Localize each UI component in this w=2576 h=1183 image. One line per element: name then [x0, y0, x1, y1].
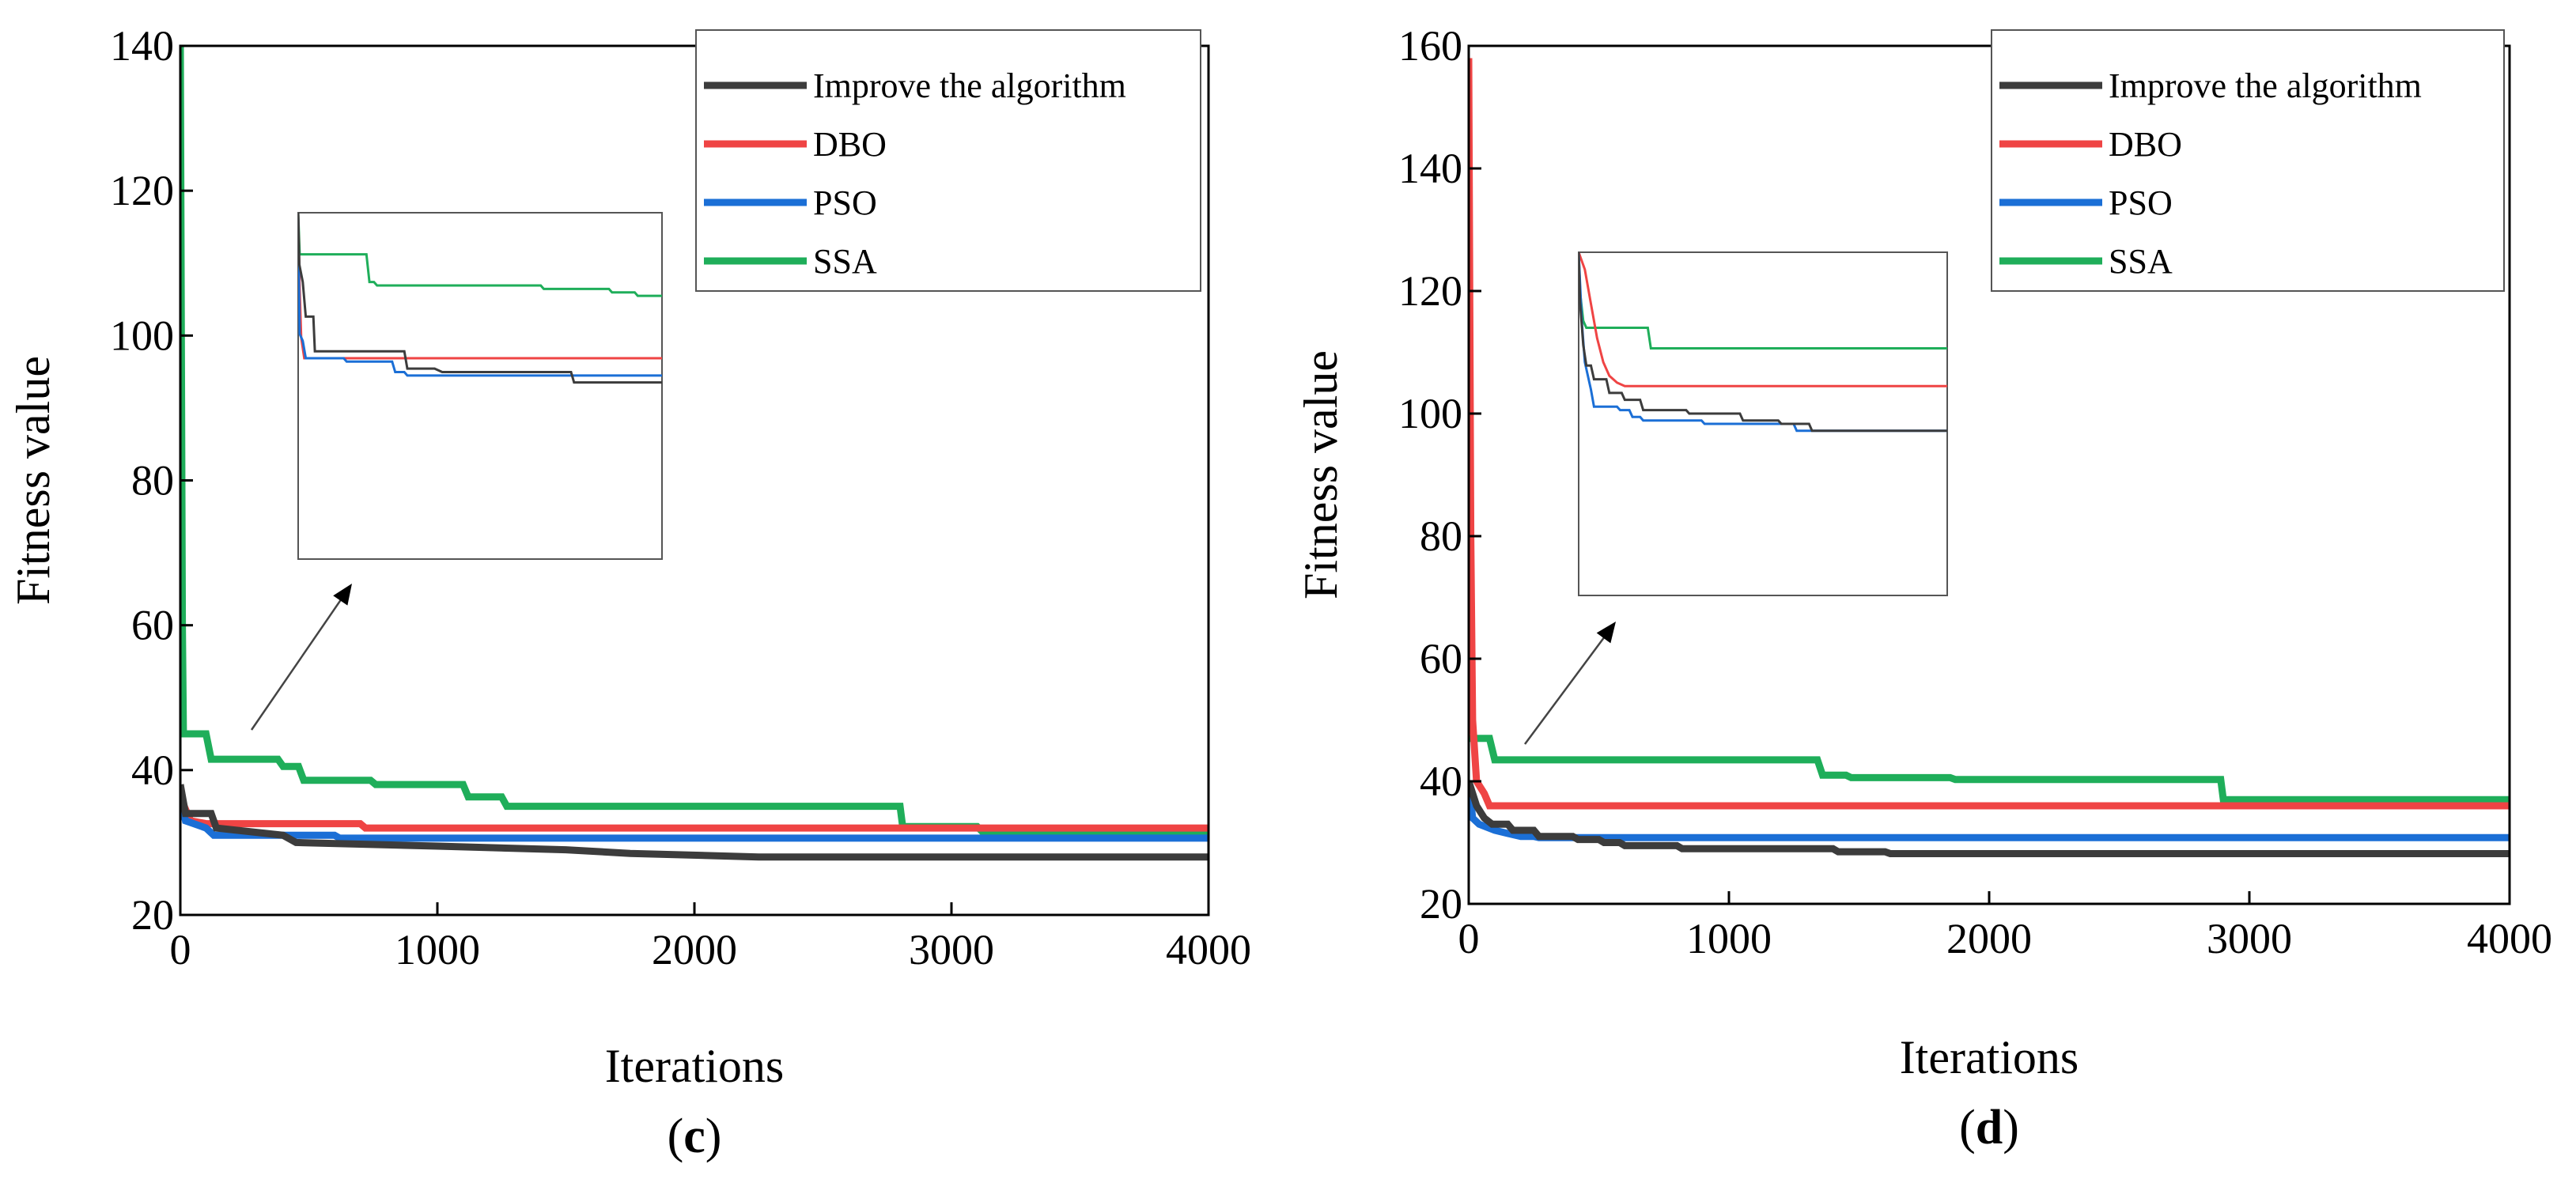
panel-label: (c) — [668, 1109, 722, 1163]
legend-label: Improve the algorithm — [2109, 66, 2422, 105]
legend-box — [1991, 29, 2505, 292]
panel-label-close: ) — [705, 1109, 722, 1163]
y-tick-label: 120 — [110, 167, 174, 214]
y-tick-label: 40 — [1420, 758, 1462, 805]
x-tick-label: 0 — [1458, 915, 1480, 962]
inset-line-pso — [298, 213, 662, 377]
x-tick-label: 4000 — [1166, 926, 1251, 973]
panel-label-letter: c — [683, 1109, 705, 1163]
y-tick-label: 20 — [131, 891, 174, 939]
zoom-arrow-shaft — [250, 595, 345, 731]
legend: Improve the algorithm DBO PSO SSA — [1991, 29, 2505, 292]
x-tick-label: 4000 — [2467, 915, 2552, 962]
legend: Improve the algorithm DBO PSO SSA — [695, 29, 1201, 292]
x-tick-label: 3000 — [2207, 915, 2292, 962]
chart-panel-d: 0 1000 2000 3000 4000 20 40 60 80 100 120 140 160 Ite… — [1295, 22, 2552, 1155]
series-line-ssa — [180, 46, 1209, 836]
series-lines — [180, 46, 1209, 861]
y-tick-label: 100 — [110, 312, 174, 359]
series-line-pso — [180, 798, 1209, 842]
zoom-arrow-head — [1596, 622, 1616, 644]
y-tick-label: 40 — [131, 746, 174, 794]
inset-box — [297, 212, 663, 560]
inset-line-improve-the-algorithm — [1579, 252, 1947, 433]
inset — [1578, 251, 1948, 596]
inset-line-pso — [1579, 252, 1947, 433]
inset — [297, 212, 663, 560]
y-tick-label: 80 — [1420, 512, 1462, 560]
panel-label-open: ( — [668, 1109, 684, 1163]
y-axis-label: Fitness value — [7, 356, 59, 605]
inset-line-ssa — [298, 213, 662, 297]
series-line-improve-the-algorithm — [1469, 780, 2510, 857]
panel-label-letter: d — [1976, 1101, 2003, 1155]
inset-line-dbo — [1579, 252, 1947, 387]
y-tick-label: 60 — [131, 602, 174, 649]
x-tick-label: 2000 — [1946, 915, 2032, 962]
zoom-arrow-shaft — [1523, 632, 1609, 745]
panel-label: (d) — [1959, 1101, 2019, 1155]
y-tick-label: 140 — [1398, 145, 1462, 192]
inset-lines — [298, 213, 662, 384]
legend-label: PSO — [2109, 183, 2173, 222]
inset-lines — [1579, 252, 1947, 433]
series-line-improve-the-algorithm — [180, 784, 1209, 861]
legend-label: DBO — [2109, 125, 2182, 164]
legend-label: PSO — [813, 183, 877, 222]
y-tick-label: 60 — [1420, 635, 1462, 682]
inset-line-improve-the-algorithm — [298, 213, 662, 384]
x-tick-label: 1000 — [395, 926, 480, 973]
zoom-arrow-head — [333, 584, 352, 606]
panel-label-open: ( — [1959, 1101, 1976, 1155]
series-line-ssa — [1469, 735, 2510, 803]
legend-box — [695, 29, 1201, 292]
y-axis-label: Fitness value — [1295, 350, 1347, 599]
panel-label-close: ) — [2003, 1101, 2019, 1155]
x-axis-label: Iterations — [605, 1040, 785, 1092]
legend-label: SSA — [813, 242, 877, 281]
legend-label: SSA — [2109, 242, 2173, 281]
chart-panel-c: 0 1000 2000 3000 4000 20 40 60 80 100 120 140 Iterat… — [7, 22, 1251, 1163]
x-tick-label: 0 — [170, 926, 191, 973]
y-tick-label: 160 — [1398, 22, 1462, 70]
legend-label: Improve the algorithm — [813, 66, 1126, 105]
x-tick-label: 3000 — [909, 926, 994, 973]
x-tick-label: 1000 — [1686, 915, 1772, 962]
y-tick-label: 140 — [110, 22, 174, 70]
y-tick-label: 100 — [1398, 390, 1462, 437]
y-tick-label: 80 — [131, 457, 174, 505]
y-tick-label: 20 — [1420, 880, 1462, 928]
y-tick-label: 120 — [1398, 267, 1462, 315]
x-tick-label: 2000 — [652, 926, 737, 973]
x-axis-label: Iterations — [1900, 1031, 2079, 1083]
legend-label: DBO — [813, 125, 887, 164]
